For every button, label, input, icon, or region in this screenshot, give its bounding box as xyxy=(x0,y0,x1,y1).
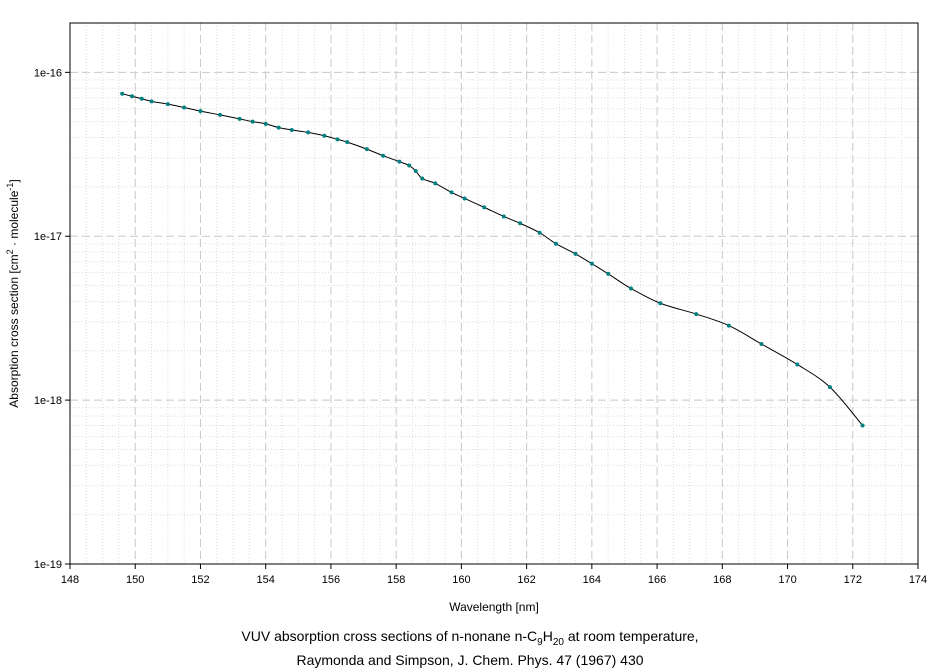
data-point xyxy=(573,251,578,256)
x-tick-label: 154 xyxy=(257,574,275,586)
caption-text-h: H xyxy=(542,628,553,644)
data-point xyxy=(860,423,865,428)
data-point xyxy=(433,181,438,186)
data-point xyxy=(364,147,369,152)
x-tick-label: 158 xyxy=(387,574,405,586)
data-point xyxy=(449,190,454,195)
x-tick-label: 174 xyxy=(909,574,927,586)
data-point xyxy=(289,127,294,132)
data-point xyxy=(553,241,558,246)
y-title-part-3: ] xyxy=(7,179,21,182)
data-point xyxy=(263,121,268,126)
x-tick-label: 152 xyxy=(191,574,209,586)
x-tick-label: 170 xyxy=(778,574,796,586)
x-tick-label: 168 xyxy=(713,574,731,586)
caption-sub-9: 9 xyxy=(537,636,543,648)
data-point xyxy=(129,94,134,99)
data-point xyxy=(628,286,633,291)
data-point xyxy=(606,271,611,276)
data-point xyxy=(420,176,425,181)
data-point xyxy=(537,230,542,235)
data-point xyxy=(397,159,402,164)
data-point xyxy=(276,125,281,130)
x-tick-label: 150 xyxy=(126,574,144,586)
data-point xyxy=(462,196,467,201)
x-tick-label: 162 xyxy=(517,574,535,586)
data-point xyxy=(658,301,663,306)
y-axis-ticks: 1e-19 1e-18 1e-17 1e-16 xyxy=(34,67,70,571)
x-tick-label: 166 xyxy=(648,574,666,586)
series-points xyxy=(120,91,865,428)
chart-caption-line-2: Raymonda and Simpson, J. Chem. Phys. 47 … xyxy=(296,652,644,668)
data-point xyxy=(322,133,327,138)
caption-text-b: at room temperature, xyxy=(563,628,699,644)
data-point xyxy=(182,105,187,110)
y-title-part-2: · molecule xyxy=(7,190,21,249)
data-point xyxy=(726,323,731,328)
data-point xyxy=(589,261,594,266)
data-point xyxy=(827,385,832,390)
data-point xyxy=(149,99,154,104)
major-grid xyxy=(70,23,918,564)
x-tick-label: 164 xyxy=(583,574,601,586)
y-axis-title: Absorption cross section [cm2 · molecule… xyxy=(5,179,21,407)
x-tick-label: 160 xyxy=(452,574,470,586)
data-point xyxy=(335,137,340,142)
data-point xyxy=(759,341,764,346)
data-point xyxy=(381,153,386,158)
data-point xyxy=(237,116,242,121)
chart-caption-line-1: VUV absorption cross sections of n-nonan… xyxy=(0,628,940,648)
x-tick-label: 148 xyxy=(61,574,79,586)
data-point xyxy=(482,205,487,210)
y-tick-label: 1e-16 xyxy=(34,67,62,79)
y-tick-label: 1e-18 xyxy=(34,395,62,407)
data-point xyxy=(198,109,203,114)
data-point xyxy=(694,312,699,317)
data-point xyxy=(501,214,506,219)
x-axis-title: Wavelength [nm] xyxy=(449,600,539,614)
y-title-sup-1: 2 xyxy=(5,249,15,254)
y-tick-label: 1e-17 xyxy=(34,231,62,243)
data-point xyxy=(795,362,800,367)
data-point xyxy=(139,96,144,101)
x-axis-ticks: 148 150 152 154 156 158 160 162 164 166 168 170 172 1… xyxy=(61,564,927,586)
data-point xyxy=(250,119,255,124)
x-tick-label: 156 xyxy=(322,574,340,586)
caption-sub-20: 20 xyxy=(552,636,564,648)
data-point xyxy=(120,91,125,96)
y-title-part-1: Absorption cross section [cm xyxy=(7,254,21,407)
y-title-sup-2: -1 xyxy=(5,183,15,191)
data-point xyxy=(345,140,350,145)
x-tick-label: 172 xyxy=(844,574,862,586)
plot-frame xyxy=(69,22,919,565)
data-point xyxy=(413,169,418,174)
data-point xyxy=(518,221,523,226)
data-point xyxy=(306,130,311,135)
data-point xyxy=(218,112,223,117)
data-point xyxy=(407,163,412,168)
minor-grid xyxy=(70,23,918,564)
y-tick-label: 1e-19 xyxy=(34,559,62,571)
data-point xyxy=(165,102,170,107)
caption-text-a: VUV absorption cross sections of n-nonan… xyxy=(241,628,538,644)
